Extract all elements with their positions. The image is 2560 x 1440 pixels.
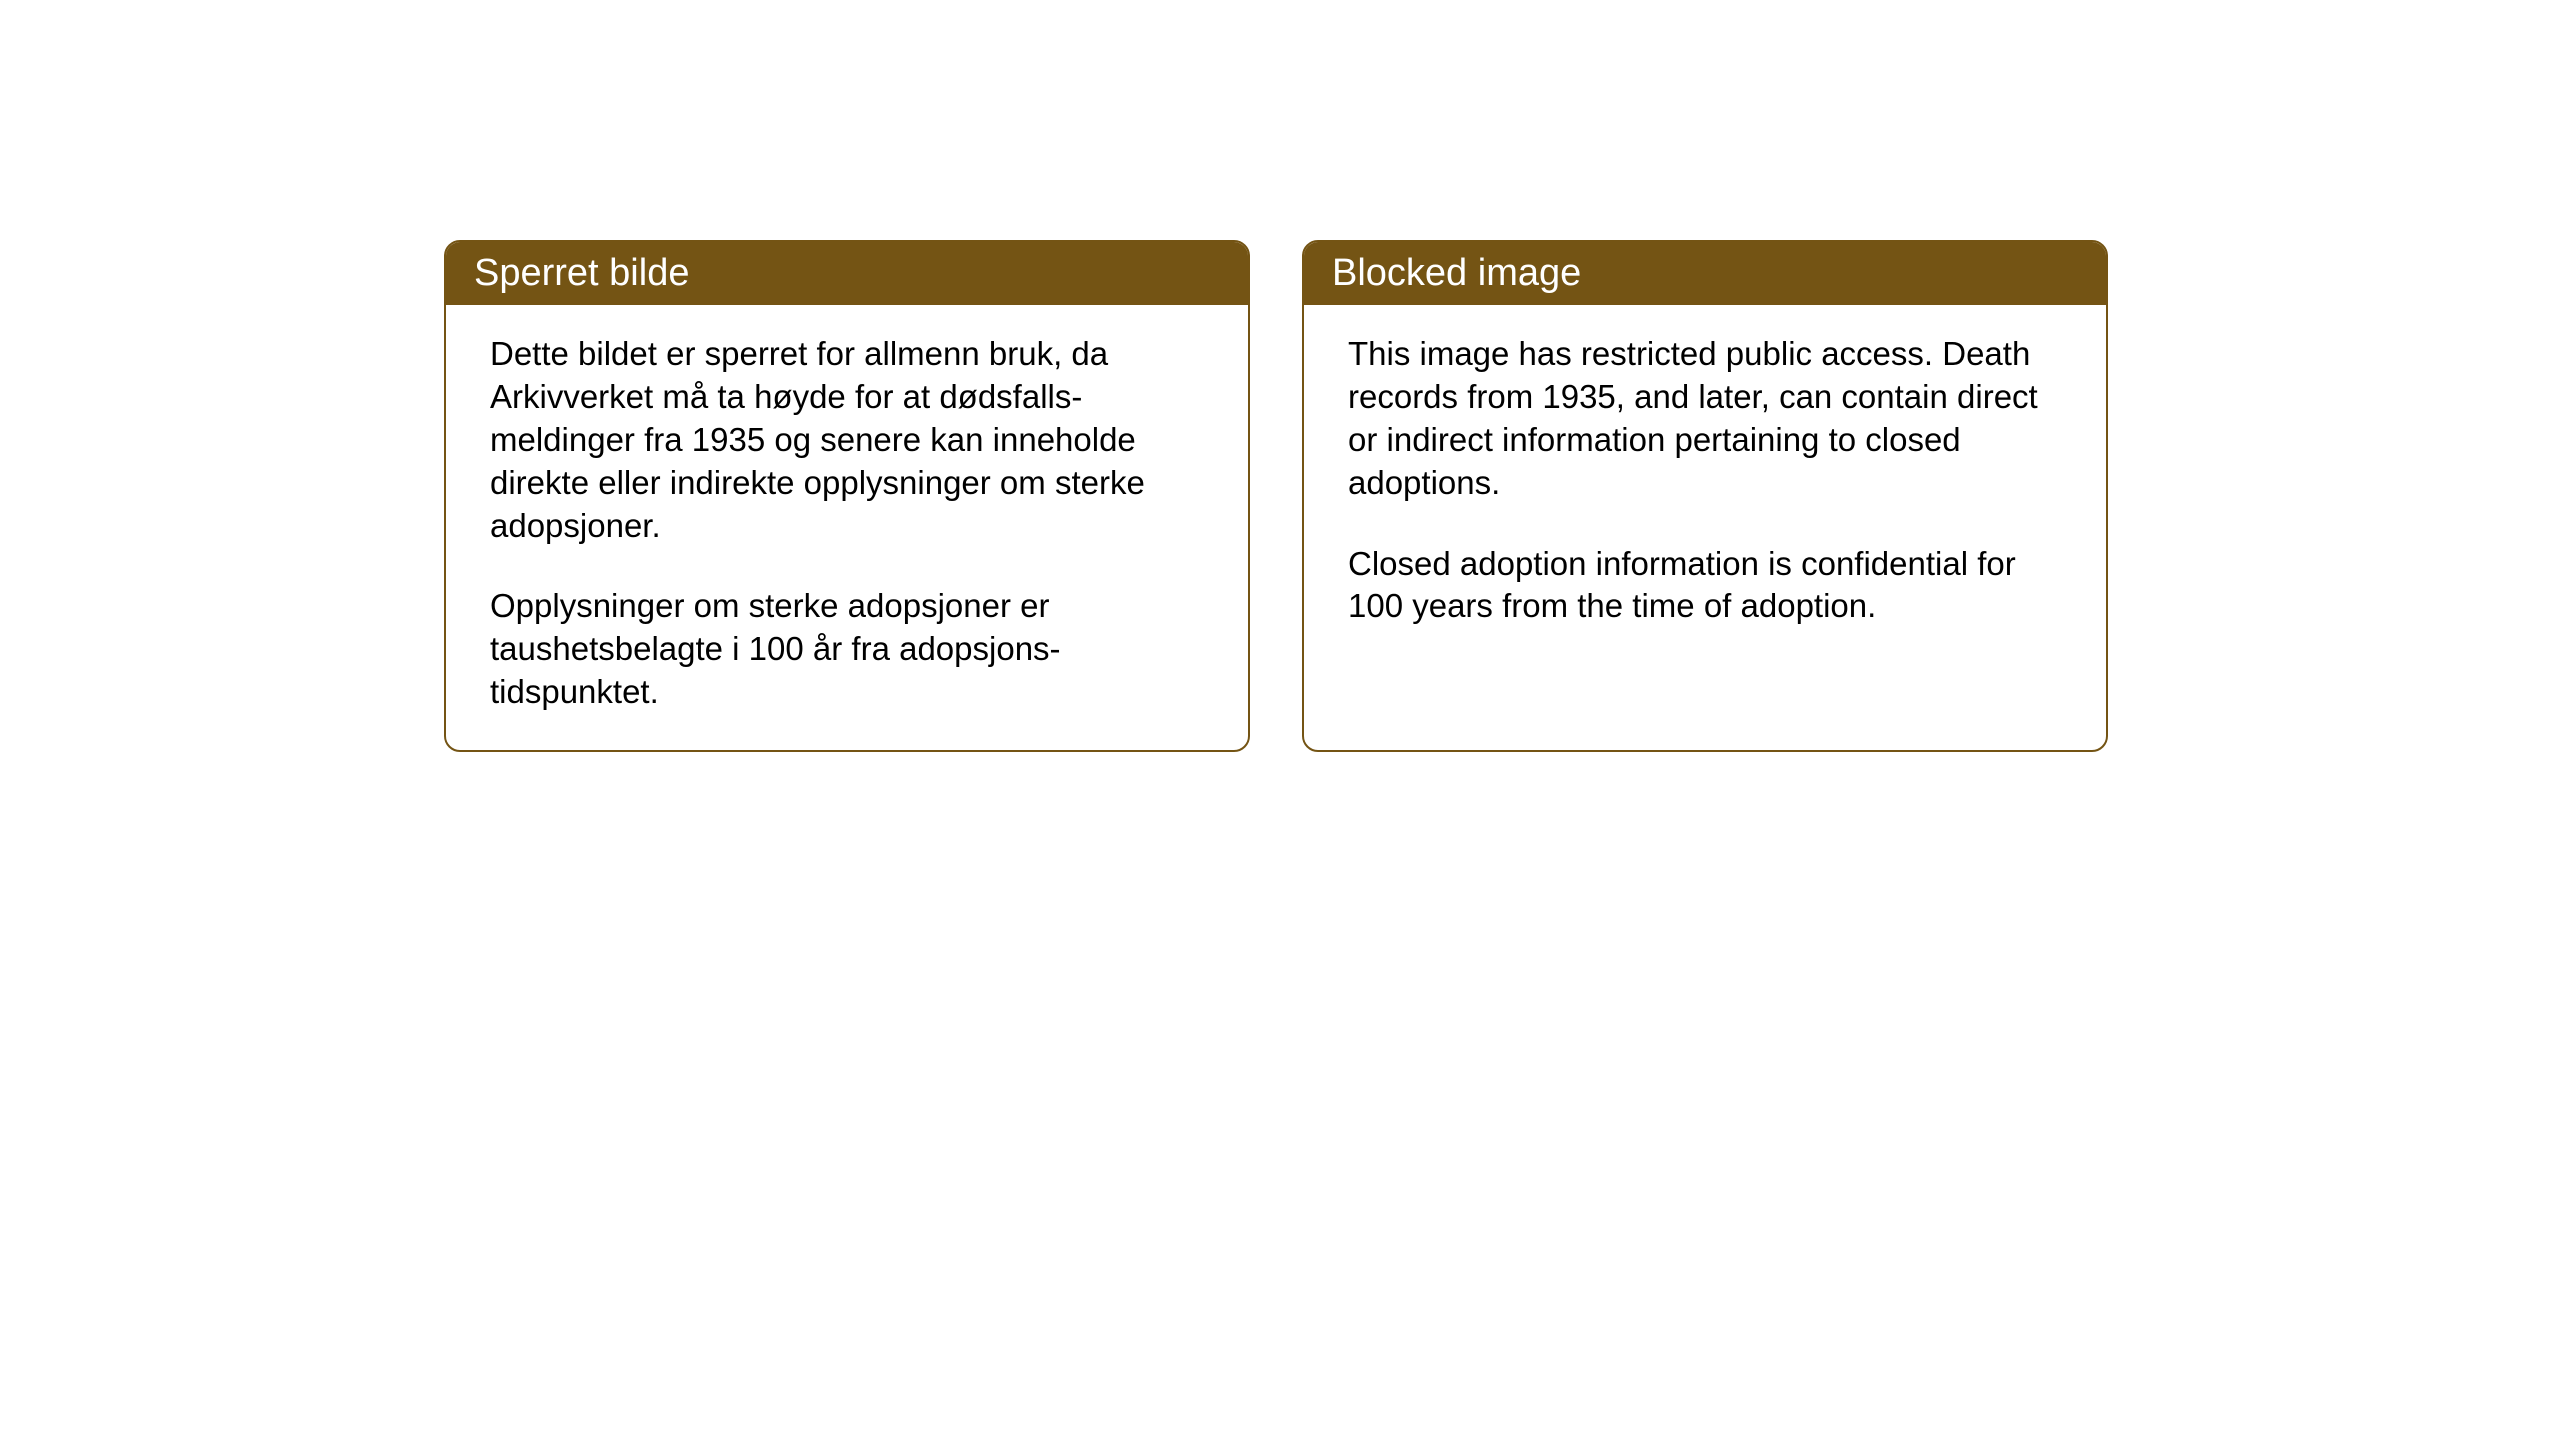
card-english-body: This image has restricted public access.… [1304,305,2106,664]
card-english-paragraph-1: This image has restricted public access.… [1348,333,2062,505]
card-norwegian: Sperret bilde Dette bildet er sperret fo… [444,240,1250,752]
cards-container: Sperret bilde Dette bildet er sperret fo… [444,240,2108,752]
card-english-paragraph-2: Closed adoption information is confident… [1348,543,2062,629]
card-norwegian-header: Sperret bilde [446,242,1248,305]
card-norwegian-paragraph-1: Dette bildet er sperret for allmenn bruk… [490,333,1204,547]
card-norwegian-body: Dette bildet er sperret for allmenn bruk… [446,305,1248,750]
card-english-title: Blocked image [1332,252,1581,294]
card-norwegian-paragraph-2: Opplysninger om sterke adopsjoner er tau… [490,585,1204,714]
card-english: Blocked image This image has restricted … [1302,240,2108,752]
card-english-header: Blocked image [1304,242,2106,305]
card-norwegian-title: Sperret bilde [474,252,689,294]
